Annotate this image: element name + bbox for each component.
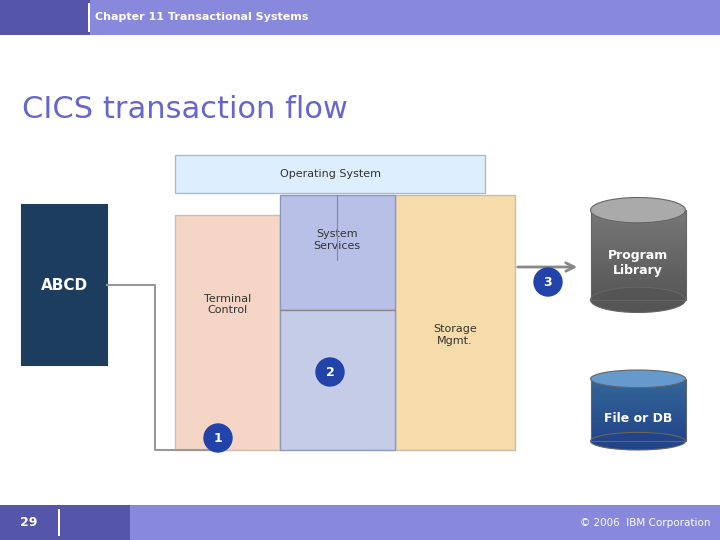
Bar	[590, 429, 685, 431]
Bar	[590, 416, 685, 419]
Bar	[280, 195, 395, 310]
Bar	[590, 261, 685, 265]
Circle shape	[316, 358, 344, 386]
Bar	[590, 379, 685, 381]
Bar	[590, 267, 685, 271]
Bar	[590, 406, 685, 408]
Ellipse shape	[590, 287, 685, 313]
Bar	[280, 310, 395, 450]
Bar	[590, 246, 685, 249]
Bar	[590, 222, 685, 226]
Bar	[590, 381, 685, 383]
Bar	[0, 505, 720, 540]
Bar	[590, 273, 685, 276]
Bar	[590, 435, 685, 437]
Bar	[590, 243, 685, 247]
Bar	[590, 285, 685, 288]
Bar	[590, 240, 685, 244]
Bar	[590, 237, 685, 240]
Bar	[590, 410, 685, 413]
Text: File or DB: File or DB	[604, 411, 672, 424]
Bar	[590, 392, 685, 394]
Bar	[590, 404, 685, 406]
Bar	[590, 252, 685, 255]
Bar	[590, 379, 685, 441]
Bar	[590, 294, 685, 298]
Bar	[590, 219, 685, 222]
Bar	[590, 408, 685, 410]
Bar	[590, 431, 685, 434]
Bar	[590, 291, 685, 294]
Text: Operating System: Operating System	[279, 169, 380, 179]
Bar	[590, 424, 685, 427]
Bar	[590, 439, 685, 442]
Circle shape	[204, 424, 232, 452]
Bar	[590, 282, 685, 286]
Bar	[0, 0, 720, 35]
Text: 3: 3	[544, 275, 552, 288]
Bar	[590, 228, 685, 232]
Bar	[88, 3, 90, 32]
Bar	[590, 402, 685, 404]
Text: System
Services: System Services	[313, 229, 361, 251]
Circle shape	[534, 268, 562, 296]
Bar	[590, 276, 685, 279]
Bar	[590, 397, 685, 400]
Bar	[590, 421, 685, 423]
Bar	[590, 427, 685, 429]
Bar	[590, 400, 685, 402]
Text: CICS transaction flow: CICS transaction flow	[22, 95, 348, 124]
Bar	[590, 389, 685, 392]
Bar	[590, 210, 685, 300]
Bar	[590, 270, 685, 273]
Bar	[590, 258, 685, 261]
Text: Program
Library: Program Library	[608, 249, 668, 277]
Text: 2: 2	[325, 366, 334, 379]
Bar	[175, 215, 280, 450]
Bar	[590, 437, 685, 440]
Bar	[590, 249, 685, 253]
Text: Storage
Mgmt.: Storage Mgmt.	[433, 325, 477, 346]
Bar	[590, 210, 685, 214]
Ellipse shape	[590, 370, 685, 388]
Bar	[590, 383, 685, 386]
Bar	[590, 387, 685, 390]
Bar	[58, 509, 60, 536]
Text: 29: 29	[20, 516, 37, 529]
Bar	[590, 422, 685, 425]
Ellipse shape	[590, 198, 685, 223]
Bar	[590, 234, 685, 238]
Bar	[590, 418, 685, 421]
Bar	[590, 412, 685, 415]
Bar	[590, 297, 685, 300]
Bar	[22, 205, 107, 365]
Bar	[590, 385, 685, 388]
Ellipse shape	[590, 433, 685, 450]
Bar	[395, 195, 515, 450]
Bar	[175, 155, 485, 193]
Bar	[590, 213, 685, 217]
Bar	[590, 279, 685, 282]
Bar	[590, 395, 685, 398]
Text: ABCD: ABCD	[41, 278, 88, 293]
Bar	[590, 231, 685, 234]
Bar	[590, 255, 685, 259]
Text: Chapter 11 Transactional Systems: Chapter 11 Transactional Systems	[95, 12, 308, 23]
Text: © 2006  IBM Corporation: © 2006 IBM Corporation	[580, 517, 710, 528]
Bar	[590, 288, 685, 292]
Bar	[590, 393, 685, 396]
Text: Terminal
Control: Terminal Control	[204, 294, 251, 315]
Bar	[590, 433, 685, 435]
Bar	[590, 414, 685, 417]
Bar	[590, 264, 685, 267]
Bar	[0, 0, 90, 35]
Bar	[590, 216, 685, 220]
Bar	[590, 225, 685, 228]
Text: 1: 1	[214, 431, 222, 444]
Bar	[0, 505, 130, 540]
